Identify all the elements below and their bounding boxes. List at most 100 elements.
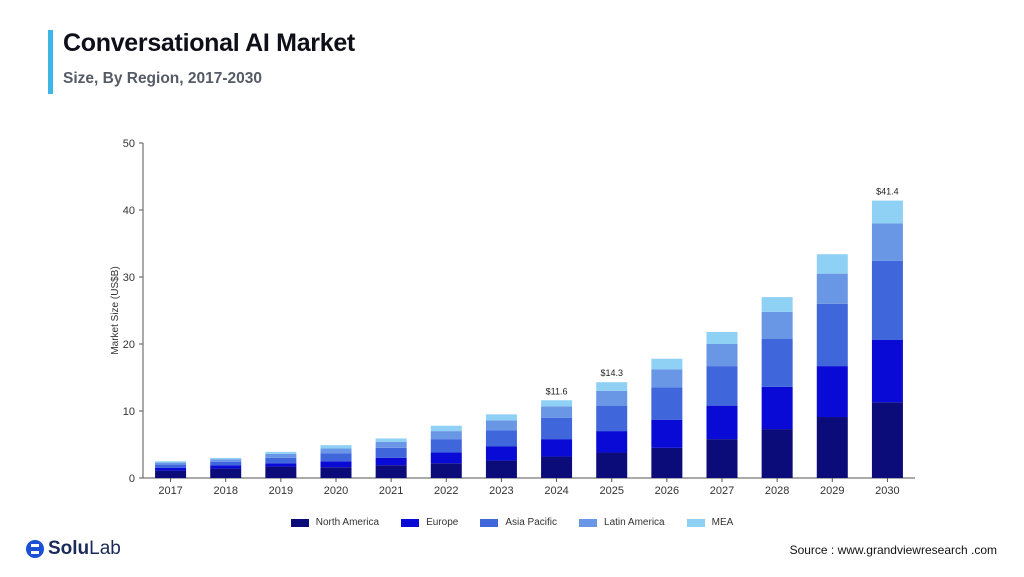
bar-segment-mea <box>155 461 187 463</box>
x-tick-label: 2028 <box>765 485 789 497</box>
x-tick-label: 2029 <box>820 485 844 497</box>
bar-segment-mea <box>265 451 297 454</box>
bar-segment-latin-america <box>541 406 573 418</box>
bar-segment-latin-america <box>375 441 407 448</box>
bar-segment-asia-pacific <box>706 366 738 406</box>
legend-item: North America <box>290 517 380 528</box>
bar-segment-asia-pacific <box>541 417 573 440</box>
bar-segment-mea <box>375 438 407 442</box>
x-tick-label: 2021 <box>379 485 403 497</box>
bar-segment-mea <box>430 425 462 432</box>
x-tick-label: 2024 <box>544 485 568 497</box>
bar-segment-europe <box>265 463 297 467</box>
bar-segment-asia-pacific <box>430 439 462 453</box>
bar-segment-mea <box>651 358 683 370</box>
x-tick-label: 2018 <box>213 485 237 497</box>
bar-segment-europe <box>596 431 628 453</box>
bar-segment-mea <box>706 331 738 344</box>
chart-legend: North America Europe Asia Pacific Latin Ame… <box>0 517 1024 528</box>
legend-swatch <box>686 518 705 527</box>
logo-text: SoluLab <box>48 538 121 559</box>
bar-segment-north-america <box>375 465 407 478</box>
legend-item: Latin America <box>579 517 665 528</box>
bar-segment-europe <box>485 446 517 461</box>
bar-segment-europe <box>155 467 187 471</box>
x-tick-label: 2017 <box>158 485 182 497</box>
bar-segment-latin-america <box>871 223 903 261</box>
x-tick-label: 2027 <box>710 485 734 497</box>
x-tick-label: 2030 <box>875 485 899 497</box>
bar-segment-latin-america <box>320 448 352 454</box>
bar-segment-europe <box>320 461 352 468</box>
bar-segment-north-america <box>651 447 683 478</box>
title-accent-bar <box>48 30 53 94</box>
legend-label: MEA <box>711 517 734 528</box>
legend-label: Latin America <box>604 517 665 528</box>
y-tick-label: 40 <box>123 205 135 217</box>
data-label: $41.4 <box>876 187 899 197</box>
bar-segment-asia-pacific <box>210 461 242 466</box>
bar-segment-asia-pacific <box>155 464 187 468</box>
bar-segment-mea <box>816 254 848 274</box>
x-tick-label: 2023 <box>489 485 513 497</box>
bar-segment-latin-america <box>761 311 793 339</box>
legend-label: Asia Pacific <box>505 517 558 528</box>
bar-segment-europe <box>375 457 407 466</box>
bar-segment-latin-america <box>816 273 848 304</box>
bar-segment-north-america <box>816 417 848 478</box>
bar-segment-europe <box>706 405 738 440</box>
bar-segment-north-america <box>320 467 352 478</box>
bar-segment-europe <box>816 366 848 418</box>
page-title: Conversational AI Market <box>63 29 355 57</box>
bar-segment-latin-america <box>430 431 462 440</box>
data-label: $14.3 <box>600 368 623 378</box>
bar-segment-mea <box>871 200 903 224</box>
y-tick-label: 0 <box>129 473 135 485</box>
bar-segment-asia-pacific <box>265 457 297 464</box>
bar-segment-europe <box>430 452 462 464</box>
bar-segment-asia-pacific <box>651 387 683 420</box>
y-tick-label: 30 <box>123 272 135 284</box>
bar-segment-north-america <box>761 429 793 478</box>
legend-item: MEA <box>686 517 734 528</box>
bar-segment-mea <box>541 400 573 407</box>
y-tick-label: 50 <box>123 138 135 150</box>
bar-segment-asia-pacific <box>871 260 903 340</box>
legend-label: North America <box>315 517 380 528</box>
page-subtitle: Size, By Region, 2017-2030 <box>63 70 263 87</box>
bar-segment-asia-pacific <box>375 447 407 458</box>
bar-segment-north-america <box>485 460 517 478</box>
bar-segment-mea <box>761 297 793 312</box>
legend-swatch <box>480 518 499 527</box>
bar-segment-mea <box>596 382 628 391</box>
legend-swatch <box>579 518 598 527</box>
bar-segment-latin-america <box>210 459 242 462</box>
bar-segment-asia-pacific <box>816 303 848 367</box>
x-tick-label: 2020 <box>324 485 348 497</box>
bar-segment-latin-america <box>596 390 628 406</box>
solulab-logo-icon <box>26 540 44 558</box>
x-tick-label: 2022 <box>434 485 458 497</box>
bar-segment-latin-america <box>706 344 738 367</box>
bar-segment-north-america <box>706 439 738 478</box>
y-axis-label: Market Size (US$B) <box>110 266 121 354</box>
bar-segment-europe <box>651 419 683 448</box>
solulab-logo: SoluLab <box>26 538 121 560</box>
x-tick-label: 2019 <box>269 485 293 497</box>
bar-segment-north-america <box>265 466 297 478</box>
x-tick-label: 2026 <box>655 485 679 497</box>
legend-item: Asia Pacific <box>480 517 557 528</box>
bar-segment-asia-pacific <box>320 453 352 462</box>
y-tick-label: 20 <box>123 339 135 351</box>
legend-swatch <box>290 518 309 527</box>
bar-segment-europe <box>871 339 903 403</box>
source-note: Source : www.grandviewresearch .com <box>789 543 997 557</box>
bar-segment-mea <box>320 445 352 449</box>
legend-swatch <box>401 518 420 527</box>
legend-label: Europe <box>426 517 459 528</box>
bar-segment-latin-america <box>155 462 187 465</box>
bar-segment-latin-america <box>485 420 517 431</box>
bar-segment-asia-pacific <box>596 405 628 432</box>
bar-segment-mea <box>210 457 242 460</box>
